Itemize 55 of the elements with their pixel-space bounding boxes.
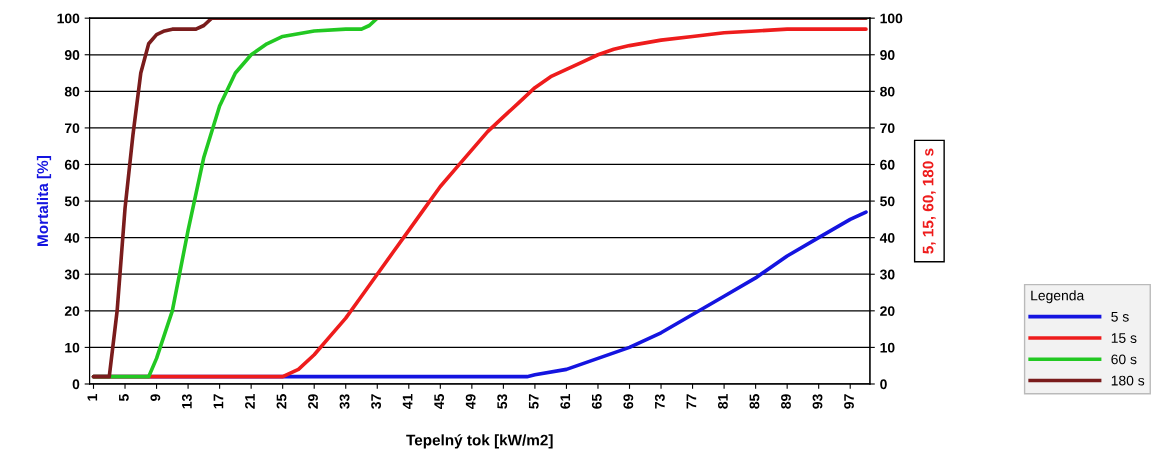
- x-tick-label: 69: [623, 394, 634, 409]
- x-tick-label: 77: [686, 394, 697, 409]
- y-tick-label: 50: [64, 196, 80, 207]
- x-tick-label: 41: [402, 394, 413, 409]
- legend-label: 60 s: [1111, 354, 1137, 365]
- y-tick-label: 20: [64, 306, 80, 316]
- x-tick-label: 81: [717, 394, 728, 409]
- x-tick-label: 45: [434, 394, 445, 409]
- y2-tick-label: 100: [880, 13, 903, 24]
- x-tick-label: 57: [528, 394, 539, 409]
- x-tick-label: 29: [308, 394, 318, 409]
- x-tick-label: 49: [465, 394, 476, 409]
- legend-label: 180 s: [1111, 375, 1145, 386]
- y2-tick-label: 20: [880, 306, 895, 316]
- y-tick-label: 100: [57, 13, 80, 24]
- x-tick-label: 93: [812, 394, 823, 409]
- y2-axis-title: 5, 15, 60, 180 s: [922, 148, 936, 254]
- x-axis-title: Tepelný tok [kW/m2]: [406, 434, 553, 449]
- x-tick-label: 13: [181, 394, 192, 409]
- y-tick-label: 0: [72, 379, 80, 390]
- y2-tick-label: 30: [879, 269, 895, 280]
- x-tick-label: 25: [276, 394, 287, 409]
- y-tick-label: 90: [64, 50, 80, 60]
- y-axis-title: Mortalita [%]: [36, 156, 52, 246]
- x-tick-label: 97: [844, 394, 854, 409]
- x-tick-label: 53: [497, 394, 508, 409]
- x-tick-label: 33: [339, 394, 350, 409]
- x-tick-label: 17: [213, 394, 224, 409]
- y2-tick-label: 80: [880, 86, 895, 97]
- y2-tick-label: 40: [879, 232, 895, 243]
- legend-label: 15 s: [1111, 333, 1137, 343]
- legend-label: 5 s: [1111, 311, 1129, 322]
- x-tick-label: 89: [781, 394, 791, 409]
- x-tick-label: 37: [371, 394, 382, 409]
- y-tick-label: 10: [65, 342, 80, 353]
- legend-title: Legenda: [1031, 290, 1085, 304]
- y2-tick-label: 70: [880, 123, 895, 134]
- x-tick-label: 1: [87, 394, 98, 401]
- y2-tick-label: 50: [880, 196, 895, 207]
- y2-tick-label: 0: [880, 379, 887, 390]
- y-tick-label: 80: [64, 86, 80, 97]
- y-tick-label: 60: [64, 159, 80, 170]
- y2-tick-label: 10: [880, 342, 895, 353]
- x-tick-label: 73: [654, 394, 665, 409]
- x-tick-label: 85: [749, 394, 760, 409]
- y-tick-label: 40: [64, 232, 80, 243]
- y-tick-label: 30: [64, 269, 80, 280]
- x-tick-label: 61: [560, 394, 571, 409]
- x-tick-label: 21: [245, 394, 255, 409]
- y-tick-label: 70: [64, 123, 80, 134]
- y2-tick-label: 60: [880, 159, 895, 170]
- y2-tick-label: 90: [880, 50, 895, 60]
- x-tick-label: 9: [150, 394, 161, 401]
- x-tick-label: 5: [119, 394, 129, 401]
- x-tick-label: 65: [591, 394, 602, 409]
